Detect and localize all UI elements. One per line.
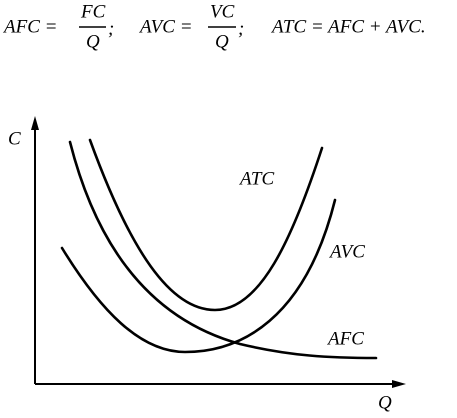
afc-curve bbox=[68, 140, 378, 360]
x-arrow bbox=[392, 380, 406, 388]
x-axis-label: Q bbox=[378, 392, 392, 413]
y-arrow bbox=[31, 116, 39, 130]
formula-denominator: Q bbox=[86, 31, 100, 52]
formula-lhs: AVC = bbox=[138, 16, 193, 37]
formula-denominator: Q bbox=[215, 31, 229, 52]
formula-end: ; bbox=[108, 18, 114, 39]
avc-curve bbox=[60, 198, 337, 354]
formula-end: ; bbox=[238, 18, 244, 39]
formula: ATC = AFC + AVC. bbox=[270, 16, 426, 37]
curve-label: AVC bbox=[328, 241, 365, 262]
y-axis-label: C bbox=[8, 128, 21, 149]
atc-curve bbox=[88, 138, 324, 312]
formula-numerator: VC bbox=[210, 1, 235, 22]
curve-label: ATC bbox=[238, 168, 274, 189]
curve-label: AFC bbox=[326, 328, 364, 349]
formula-numerator: FC bbox=[80, 1, 106, 22]
formula-lhs: AFC = bbox=[2, 16, 57, 37]
